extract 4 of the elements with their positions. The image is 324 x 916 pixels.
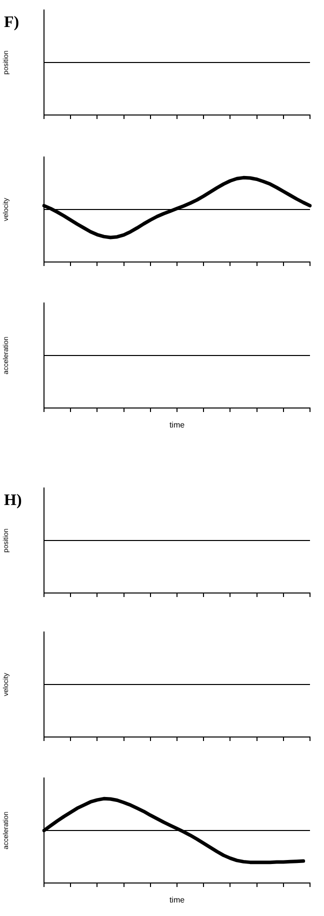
text: H) [4,492,22,510]
text: time [169,420,186,430]
text: F) [4,14,20,32]
x-axis-title: time [169,895,186,904]
